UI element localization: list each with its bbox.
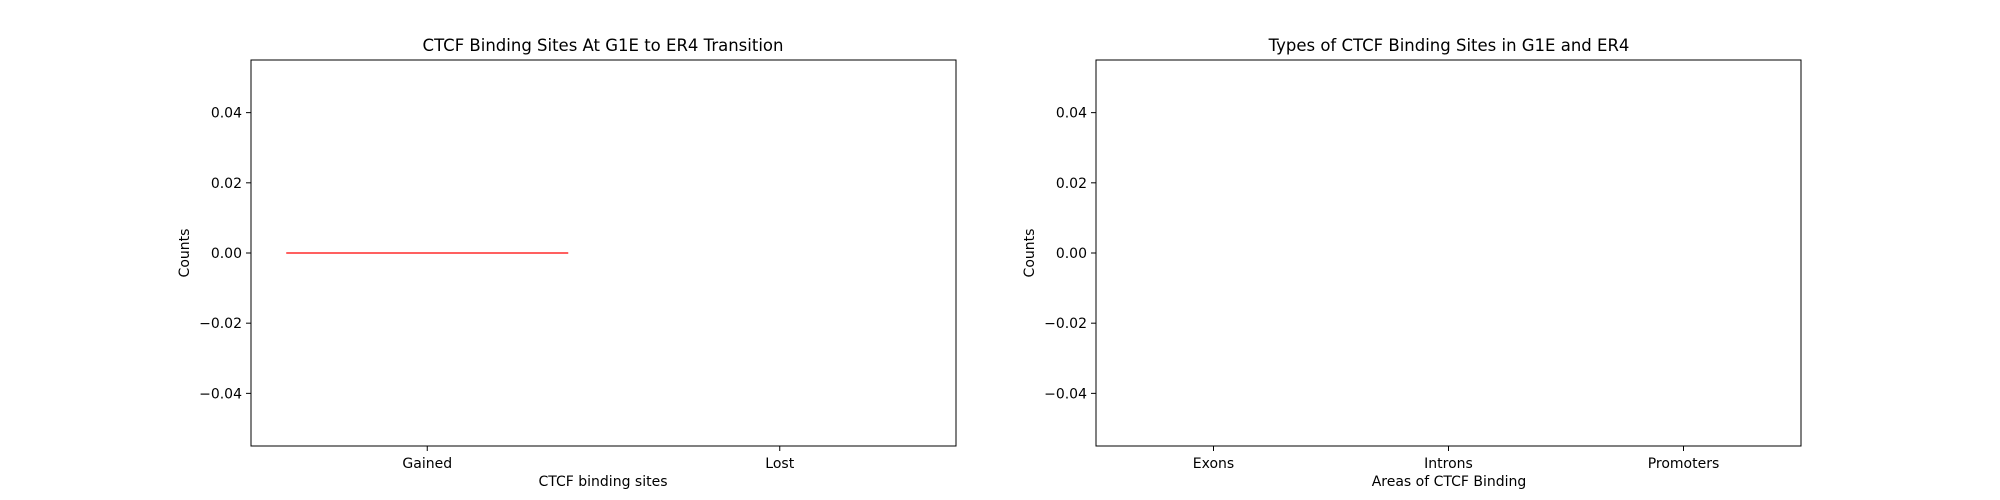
y-tick-label-transition: 0.00 <box>211 246 242 262</box>
y-axis-label-types: Counts <box>1022 229 1038 278</box>
y-tick-label-types: 0.00 <box>1056 246 1087 262</box>
chart-title-transition: CTCF Binding Sites At G1E to ER4 Transit… <box>423 36 784 55</box>
chart-title-types: Types of CTCF Binding Sites in G1E and E… <box>1268 36 1630 55</box>
chart-binding-transition: CTCF Binding Sites At G1E to ER4 Transit… <box>177 36 957 490</box>
y-tick-label-transition: −0.02 <box>199 316 242 332</box>
x-ticks-types: Exons Introns Promoters <box>1193 446 1720 472</box>
y-axis-label-transition: Counts <box>177 229 193 278</box>
x-tick-label-transition: Gained <box>402 456 452 472</box>
y-tick-label-transition: 0.02 <box>211 176 242 192</box>
x-tick-label-types: Introns <box>1424 456 1473 472</box>
x-axis-label-types: Areas of CTCF Binding <box>1372 474 1527 490</box>
x-tick-label-types: Exons <box>1193 456 1234 472</box>
plot-frame-types <box>1095 59 1802 447</box>
x-axis-label-transition: CTCF binding sites <box>538 474 667 490</box>
y-tick-label-types: 0.04 <box>1056 106 1087 122</box>
y-tick-label-types: −0.04 <box>1044 386 1087 402</box>
y-ticks-transition: −0.04 −0.02 0.00 0.02 0.04 <box>199 106 251 402</box>
x-tick-label-types: Promoters <box>1648 456 1720 472</box>
y-tick-label-transition: 0.04 <box>211 106 242 122</box>
x-ticks-transition: Gained Lost <box>402 446 795 472</box>
y-ticks-types: −0.04 −0.02 0.00 0.02 0.04 <box>1044 106 1096 402</box>
chart-binding-types: Types of CTCF Binding Sites in G1E and E… <box>1022 36 1802 490</box>
y-tick-label-types: 0.02 <box>1056 176 1087 192</box>
y-tick-label-transition: −0.04 <box>199 386 242 402</box>
y-tick-label-types: −0.02 <box>1044 316 1087 332</box>
x-tick-label-transition: Lost <box>765 456 794 472</box>
